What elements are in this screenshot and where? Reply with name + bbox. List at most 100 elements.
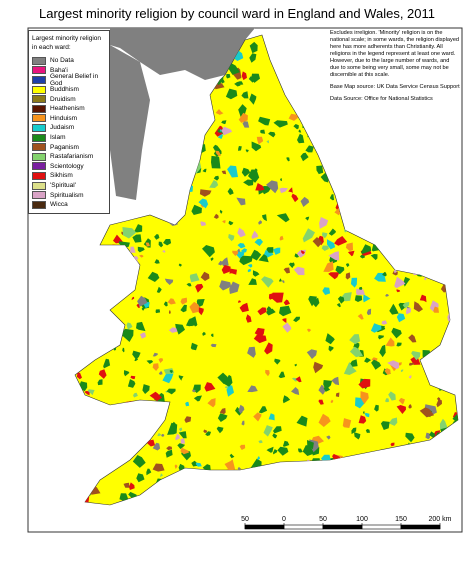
ward [419, 407, 435, 418]
legend-swatch [32, 181, 46, 190]
ward [321, 232, 328, 239]
legend-item: Spiritualism [32, 190, 106, 200]
legend-item: No Data [32, 56, 106, 66]
ward [349, 346, 363, 358]
ward [239, 255, 253, 266]
legend-label: Paganism [50, 143, 79, 151]
ward [396, 313, 406, 323]
ward [293, 316, 300, 323]
ward [279, 235, 284, 241]
ward [396, 342, 402, 347]
ward [318, 399, 324, 405]
ward [192, 389, 196, 393]
ward [258, 440, 263, 444]
ward [307, 328, 312, 333]
ward [350, 277, 358, 288]
ward [221, 170, 227, 175]
scale-label: 150 [395, 516, 407, 523]
scale-label: 0 [282, 516, 286, 523]
ward [213, 144, 221, 151]
ward [313, 361, 324, 374]
ward [325, 333, 335, 345]
ward [241, 167, 251, 177]
ward [261, 276, 274, 288]
ward [113, 234, 124, 244]
ward [178, 263, 182, 267]
ward [243, 179, 254, 186]
ward [254, 238, 263, 247]
ward [217, 133, 223, 139]
ward [323, 380, 332, 391]
ward [328, 272, 340, 280]
ward [258, 220, 262, 225]
ward [348, 250, 355, 257]
ward [158, 241, 164, 248]
ward [274, 358, 281, 365]
ward [250, 249, 262, 261]
ward [199, 189, 212, 197]
ward [354, 432, 361, 440]
ward [149, 391, 163, 401]
ward [174, 464, 178, 469]
ward [277, 446, 289, 456]
ward [439, 418, 448, 430]
ward [258, 406, 268, 414]
ward [142, 384, 150, 394]
ward [221, 265, 231, 274]
ward [294, 253, 299, 258]
ward [127, 379, 136, 388]
ward [216, 426, 224, 434]
ward [408, 334, 417, 343]
ward [278, 371, 286, 379]
ward [198, 198, 209, 209]
ward [224, 459, 236, 472]
ward [322, 287, 331, 295]
ward [228, 220, 234, 226]
legend-label: Hinduism [50, 114, 78, 122]
ward [251, 230, 259, 239]
ward [163, 368, 175, 375]
ward [321, 245, 329, 251]
ward [408, 375, 412, 379]
ward [298, 129, 302, 133]
ward [222, 220, 226, 224]
ward [237, 300, 241, 303]
ward [215, 150, 222, 157]
ward [425, 432, 430, 440]
ward [390, 442, 395, 447]
ward [131, 296, 135, 301]
ward [408, 362, 415, 366]
ward [257, 456, 261, 461]
legend-title: Largest minority religion in each ward: [32, 35, 102, 51]
ward [300, 152, 309, 162]
ward [398, 397, 405, 405]
legend-swatch [32, 191, 46, 200]
scale-segment [361, 524, 402, 530]
ward [396, 289, 401, 293]
ward [132, 234, 142, 243]
ward [389, 303, 399, 315]
ward [366, 308, 372, 316]
legend-item: Judaism [32, 123, 106, 133]
ward [145, 242, 150, 247]
legend-label: Sikhism [50, 172, 73, 180]
ward [358, 415, 367, 424]
scale-label: 100 [356, 516, 368, 523]
legend-label: Spiritualism [50, 191, 84, 199]
legend-label: Wicca [50, 201, 68, 209]
ward [132, 455, 146, 468]
ward [327, 239, 336, 250]
ward [165, 449, 173, 458]
ward [250, 458, 262, 469]
ward [255, 183, 265, 191]
ward [378, 335, 384, 340]
ward [403, 276, 411, 287]
ward [178, 375, 184, 381]
ward [170, 421, 177, 428]
ward [413, 301, 423, 312]
ward [387, 360, 399, 370]
ward [139, 254, 144, 258]
legend-label: Heathenism [50, 105, 85, 113]
ward [295, 376, 302, 383]
